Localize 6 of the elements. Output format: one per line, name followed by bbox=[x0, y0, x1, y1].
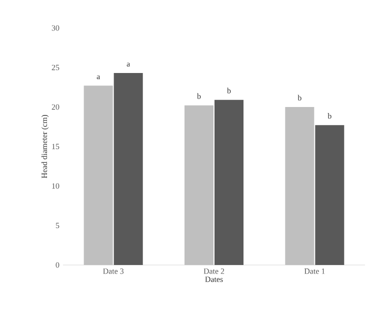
bar bbox=[84, 86, 113, 265]
bar bbox=[114, 73, 143, 265]
bar bbox=[315, 125, 344, 265]
bar bbox=[285, 107, 314, 265]
bar bbox=[184, 105, 214, 265]
bar bbox=[214, 100, 244, 265]
